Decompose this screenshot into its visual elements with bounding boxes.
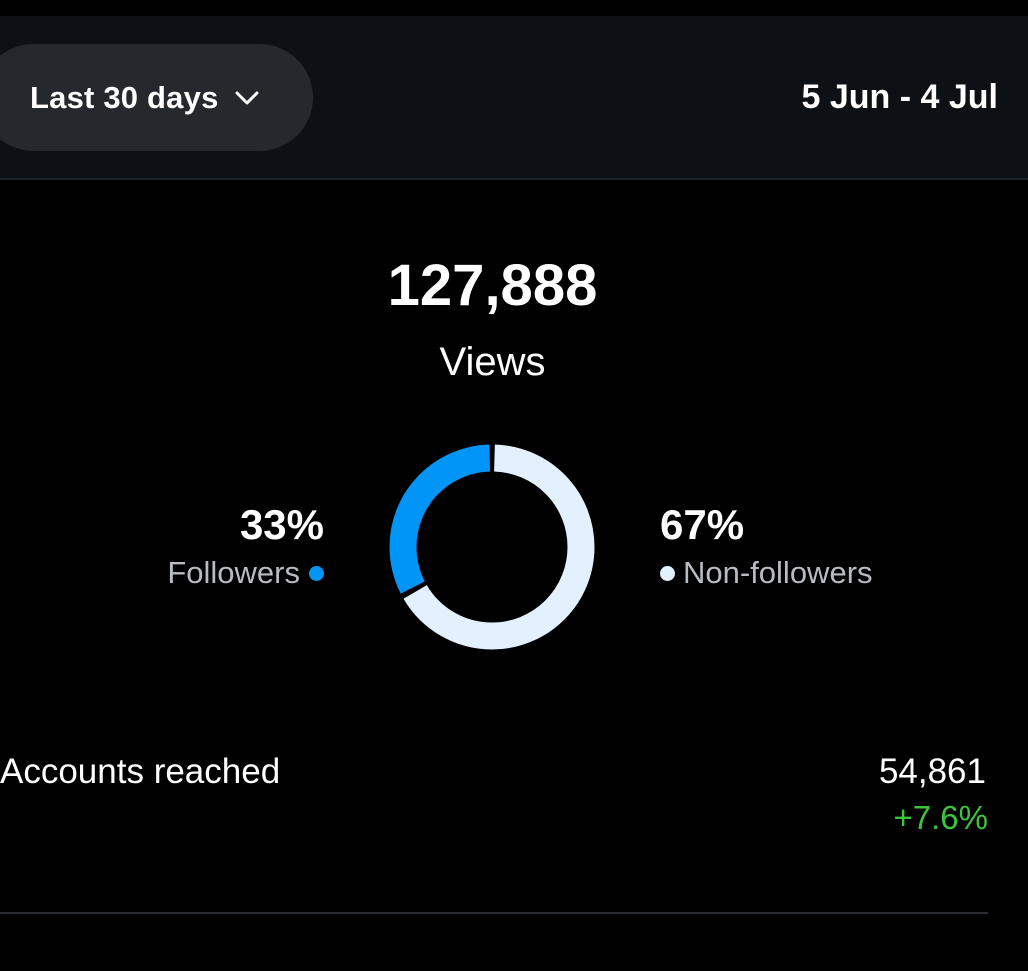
chevron-down-icon — [233, 84, 261, 112]
followers-legend: Followers — [167, 554, 324, 592]
date-range-dropdown[interactable]: Last 30 days — [0, 44, 313, 151]
donut-segment-followers — [389, 444, 595, 650]
donut-segment-non-followers — [389, 444, 595, 650]
accounts-reached-value: 54,861 — [878, 752, 986, 791]
accounts-reached-change: +7.6% — [893, 799, 989, 836]
date-range-text: 5 Jun - 4 Jul — [801, 78, 999, 116]
non-followers-percent: 67% — [660, 501, 745, 548]
followers-percent: 33% — [239, 501, 324, 548]
views-donut-chart — [389, 444, 595, 650]
accounts-reached-label: Accounts reached — [0, 752, 281, 791]
followers-legend-dot — [309, 565, 324, 581]
non-followers-legend: Non-followers — [660, 554, 873, 592]
non-followers-legend-dot — [660, 565, 675, 581]
section-divider — [0, 912, 988, 914]
insights-header: Last 30 days 5 Jun - 4 Jul — [0, 16, 1028, 180]
followers-legend-label: Followers — [167, 555, 300, 590]
non-followers-legend-label: Non-followers — [683, 555, 873, 590]
total-views-label: Views — [439, 340, 546, 384]
followers-stat: 33% Followers — [167, 500, 324, 592]
non-followers-stat: 67% Non-followers — [660, 500, 873, 592]
total-views-value: 127,888 — [387, 253, 598, 318]
date-range-dropdown-label: Last 30 days — [30, 79, 219, 115]
